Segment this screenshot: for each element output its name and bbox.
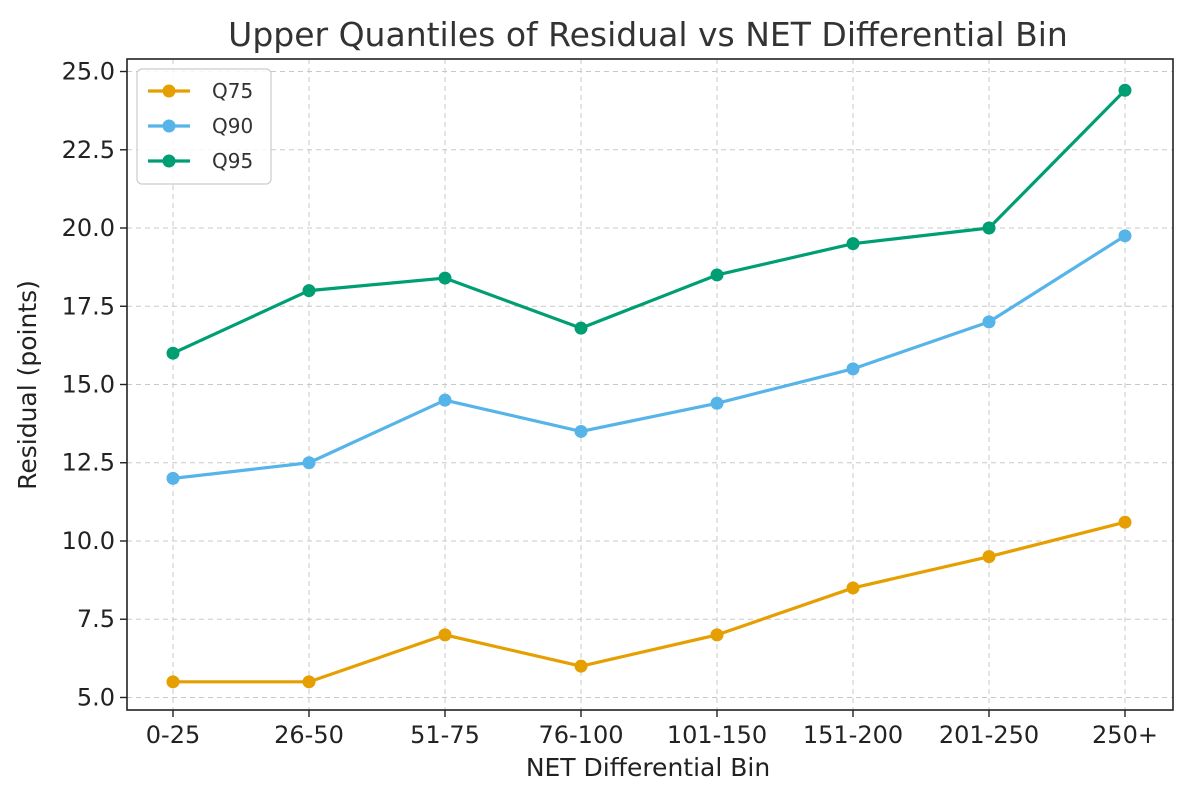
data-point bbox=[438, 393, 452, 407]
data-point bbox=[438, 628, 452, 642]
axis-ticks: 0-25 26-50 51-75 76-100 101-150 151-200 201-25… bbox=[62, 58, 1158, 749]
series-line bbox=[173, 520, 1126, 684]
data-point bbox=[1118, 229, 1132, 243]
data-point bbox=[166, 471, 180, 485]
x-tick-label: 76-100 bbox=[538, 721, 623, 749]
x-tick-label: 250+ bbox=[1092, 721, 1158, 749]
data-point bbox=[982, 221, 996, 235]
chart-title: Upper Quantiles of Residual vs NET Diffe… bbox=[228, 15, 1068, 54]
legend-entry: Q95 bbox=[148, 149, 253, 173]
x-tick-label: 51-75 bbox=[410, 721, 480, 749]
series-q75 bbox=[166, 515, 1132, 689]
data-point bbox=[982, 315, 996, 329]
series-layer bbox=[166, 83, 1132, 689]
y-tick-label: 20.0 bbox=[62, 214, 115, 242]
data-point bbox=[302, 456, 316, 470]
y-tick-label: 12.5 bbox=[62, 449, 115, 477]
y-tick-label: 22.5 bbox=[62, 136, 115, 164]
data-point bbox=[302, 675, 316, 689]
grid-lines bbox=[127, 59, 1173, 710]
legend-entry: Q90 bbox=[148, 114, 253, 138]
x-axis-label: NET Differential Bin bbox=[526, 753, 770, 782]
legend-label: Q95 bbox=[212, 149, 253, 173]
series-q95 bbox=[166, 83, 1132, 360]
data-point bbox=[166, 346, 180, 360]
y-tick-label: 15.0 bbox=[62, 371, 115, 399]
legend-label: Q75 bbox=[212, 79, 253, 103]
data-point bbox=[710, 396, 724, 410]
data-point bbox=[302, 284, 316, 298]
series-q90 bbox=[166, 229, 1132, 485]
series-line bbox=[172, 89, 1127, 355]
series-line bbox=[172, 234, 1126, 480]
data-point bbox=[574, 424, 588, 438]
data-point bbox=[574, 659, 588, 673]
legend-swatch-marker bbox=[162, 154, 176, 168]
y-tick-label: 5.0 bbox=[77, 683, 115, 711]
data-point bbox=[166, 675, 180, 689]
x-tick-label: 151-200 bbox=[803, 721, 903, 749]
y-tick-label: 17.5 bbox=[62, 292, 115, 320]
x-tick-label: 201-250 bbox=[939, 721, 1039, 749]
data-point bbox=[846, 237, 860, 251]
legend: Q75 Q90 Q95 bbox=[136, 68, 272, 185]
data-point bbox=[982, 550, 996, 564]
data-point bbox=[574, 321, 588, 335]
data-point bbox=[710, 268, 724, 282]
data-point bbox=[1118, 83, 1132, 97]
y-tick-label: 7.5 bbox=[77, 605, 115, 633]
data-point bbox=[710, 628, 724, 642]
legend-swatch-marker bbox=[162, 84, 176, 98]
data-point bbox=[846, 362, 860, 376]
data-point bbox=[846, 581, 860, 595]
data-point bbox=[1118, 515, 1132, 529]
legend-label: Q90 bbox=[212, 114, 253, 138]
y-tick-label: 25.0 bbox=[62, 58, 115, 86]
x-tick-label: 101-150 bbox=[667, 721, 767, 749]
y-axis-label: Residual (points) bbox=[13, 280, 42, 490]
legend-entry: Q75 bbox=[148, 79, 253, 103]
data-point bbox=[438, 271, 452, 285]
x-tick-label: 26-50 bbox=[274, 721, 344, 749]
y-tick-label: 10.0 bbox=[62, 527, 115, 555]
legend-swatch-marker bbox=[162, 119, 176, 133]
x-tick-label: 0-25 bbox=[146, 721, 200, 749]
